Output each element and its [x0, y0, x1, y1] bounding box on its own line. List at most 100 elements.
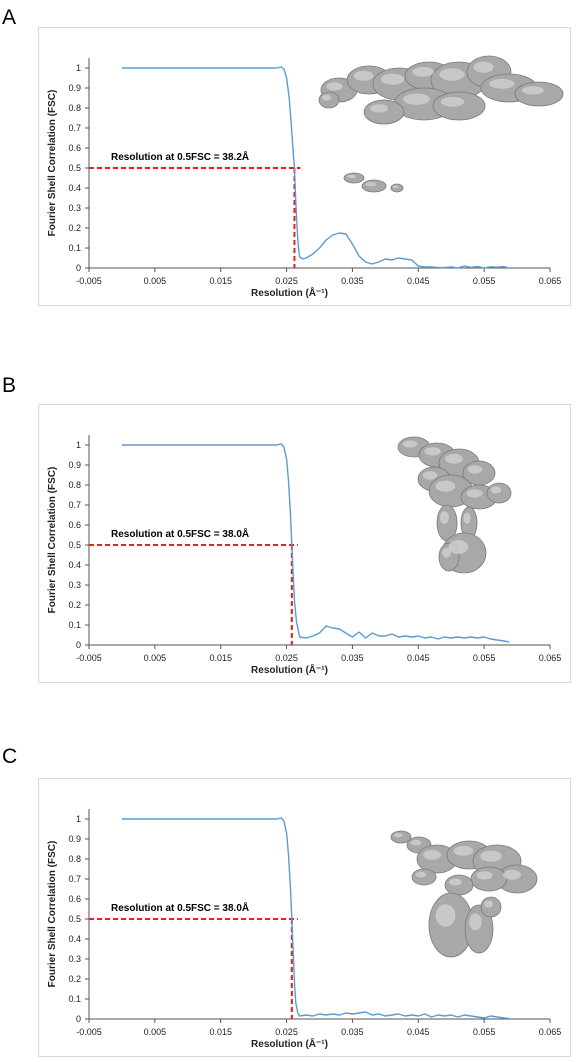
- density-highlight: [490, 486, 502, 494]
- density-highlight: [480, 850, 502, 862]
- density-highlight: [365, 182, 377, 187]
- y-tick-label: 0.4: [68, 560, 81, 570]
- x-tick-label: 0.065: [539, 653, 562, 663]
- fsc-curve: [121, 66, 508, 269]
- y-axis-label: Fourier Shell Correlation (FSC): [47, 841, 58, 988]
- x-tick-label: 0.065: [539, 276, 562, 286]
- y-tick-label: 1: [76, 440, 81, 450]
- density-highlight: [503, 869, 521, 880]
- density-highlight: [445, 453, 463, 464]
- density-highlight: [322, 94, 331, 101]
- x-tick-label: 0.055: [473, 276, 496, 286]
- density-blob: [486, 482, 512, 504]
- x-tick-label: 0.045: [407, 276, 430, 286]
- density-blob: [411, 868, 437, 886]
- y-tick-label: 0.8: [68, 854, 81, 864]
- density-blob: [318, 91, 340, 109]
- density-highlight: [422, 471, 438, 480]
- density-highlight: [448, 540, 469, 554]
- y-axis-label: Fourier Shell Correlation (FSC): [47, 90, 58, 237]
- density-blob: [444, 874, 474, 896]
- x-tick-label: 0.035: [341, 276, 364, 286]
- y-tick-label: 0.9: [68, 460, 81, 470]
- y-tick-label: 0.8: [68, 480, 81, 490]
- resolution-annotation: Resolution at 0.5FSC = 38.0Å: [111, 527, 249, 540]
- density-highlight: [370, 104, 388, 113]
- x-tick-label: 0.005: [144, 276, 167, 286]
- density-highlight: [392, 185, 399, 189]
- density-highlight: [380, 73, 405, 85]
- density-highlight: [347, 174, 356, 179]
- density-blob: [514, 81, 564, 107]
- y-tick-label: 0.2: [68, 223, 81, 233]
- y-tick-label: 0.3: [68, 954, 81, 964]
- y-tick-label: 1: [76, 63, 81, 73]
- density-highlight: [442, 547, 451, 558]
- density-highlight: [440, 96, 465, 107]
- y-tick-label: 0.9: [68, 834, 81, 844]
- chart-panel-c: -0.005 0.005 0.015 0.025 0.035 0.045 0.055 0.06…: [38, 778, 571, 1057]
- x-tick-label: -0.005: [76, 276, 102, 286]
- x-tick-label: 0.005: [144, 653, 167, 663]
- y-tick-label: 0.5: [68, 914, 81, 924]
- panel-label-c: C: [2, 745, 18, 768]
- y-tick-label: 0.3: [68, 580, 81, 590]
- y-tick-label: 0.6: [68, 143, 81, 153]
- x-tick-label: 0.055: [473, 1027, 496, 1037]
- panel-label-a: A: [2, 6, 17, 29]
- density-highlight: [423, 849, 441, 860]
- fsc-chart-c: -0.005 0.005 0.015 0.025 0.035 0.045 0.055 0.06…: [47, 809, 562, 1050]
- y-tick-label: 0: [76, 640, 81, 650]
- y-tick-label: 0.4: [68, 183, 81, 193]
- density-blob: [390, 183, 404, 193]
- x-tick-label: -0.005: [76, 653, 102, 663]
- fsc-chart-a: -0.005 0.005 0.015 0.025 0.035 0.045 0.055 0.06…: [47, 55, 564, 299]
- y-tick-label: 0.6: [68, 520, 81, 530]
- density-highlight: [522, 86, 544, 95]
- density-highlight: [412, 66, 434, 77]
- fsc-curve: [121, 817, 510, 1020]
- fsc-curve: [121, 443, 510, 643]
- x-tick-label: 0.065: [539, 1027, 562, 1037]
- x-tick-label: 0.035: [341, 1027, 364, 1037]
- x-tick-label: 0.045: [407, 653, 430, 663]
- y-tick-label: 0: [76, 263, 81, 273]
- y-tick-label: 0.2: [68, 974, 81, 984]
- y-tick-label: 0.8: [68, 103, 81, 113]
- density-highlight: [469, 913, 482, 931]
- density-highlight: [410, 839, 422, 846]
- x-tick-label: 0.005: [144, 1027, 167, 1037]
- density-highlight: [403, 93, 430, 105]
- density-map-render: [318, 55, 564, 193]
- resolution-annotation: Resolution at 0.5FSC = 38.2Å: [111, 150, 249, 163]
- resolution-annotation: Resolution at 0.5FSC = 38.0Å: [111, 901, 249, 914]
- density-highlight: [394, 833, 403, 838]
- density-blob: [432, 91, 486, 121]
- density-highlight: [476, 871, 493, 880]
- density-highlight: [449, 878, 462, 886]
- x-tick-label: 0.055: [473, 653, 496, 663]
- y-tick-label: 0.7: [68, 874, 81, 884]
- panel-label-b: B: [2, 374, 17, 397]
- fsc-chart-b: -0.005 0.005 0.015 0.025 0.035 0.045 0.055 0.06…: [47, 435, 562, 676]
- density-highlight: [435, 480, 456, 492]
- chart-panel-a: -0.005 0.005 0.015 0.025 0.035 0.045 0.055 0.06…: [38, 27, 571, 306]
- density-highlight: [466, 489, 483, 498]
- density-highlight: [440, 511, 449, 524]
- density-highlight: [353, 70, 374, 81]
- y-tick-label: 0.1: [68, 994, 81, 1004]
- density-highlight: [424, 447, 441, 456]
- y-tick-label: 0.1: [68, 243, 81, 253]
- density-highlight: [467, 465, 483, 474]
- density-blob: [343, 172, 365, 184]
- x-tick-label: -0.005: [76, 1027, 102, 1037]
- y-tick-label: 0.7: [68, 500, 81, 510]
- density-highlight: [463, 512, 471, 524]
- y-axis-label: Fourier Shell Correlation (FSC): [47, 467, 58, 614]
- density-highlight: [484, 900, 493, 908]
- x-tick-label: 0.035: [341, 653, 364, 663]
- x-tick-label: 0.015: [209, 276, 232, 286]
- x-tick-label: 0.015: [209, 1027, 232, 1037]
- density-blob: [470, 866, 508, 892]
- x-tick-label: 0.045: [407, 1027, 430, 1037]
